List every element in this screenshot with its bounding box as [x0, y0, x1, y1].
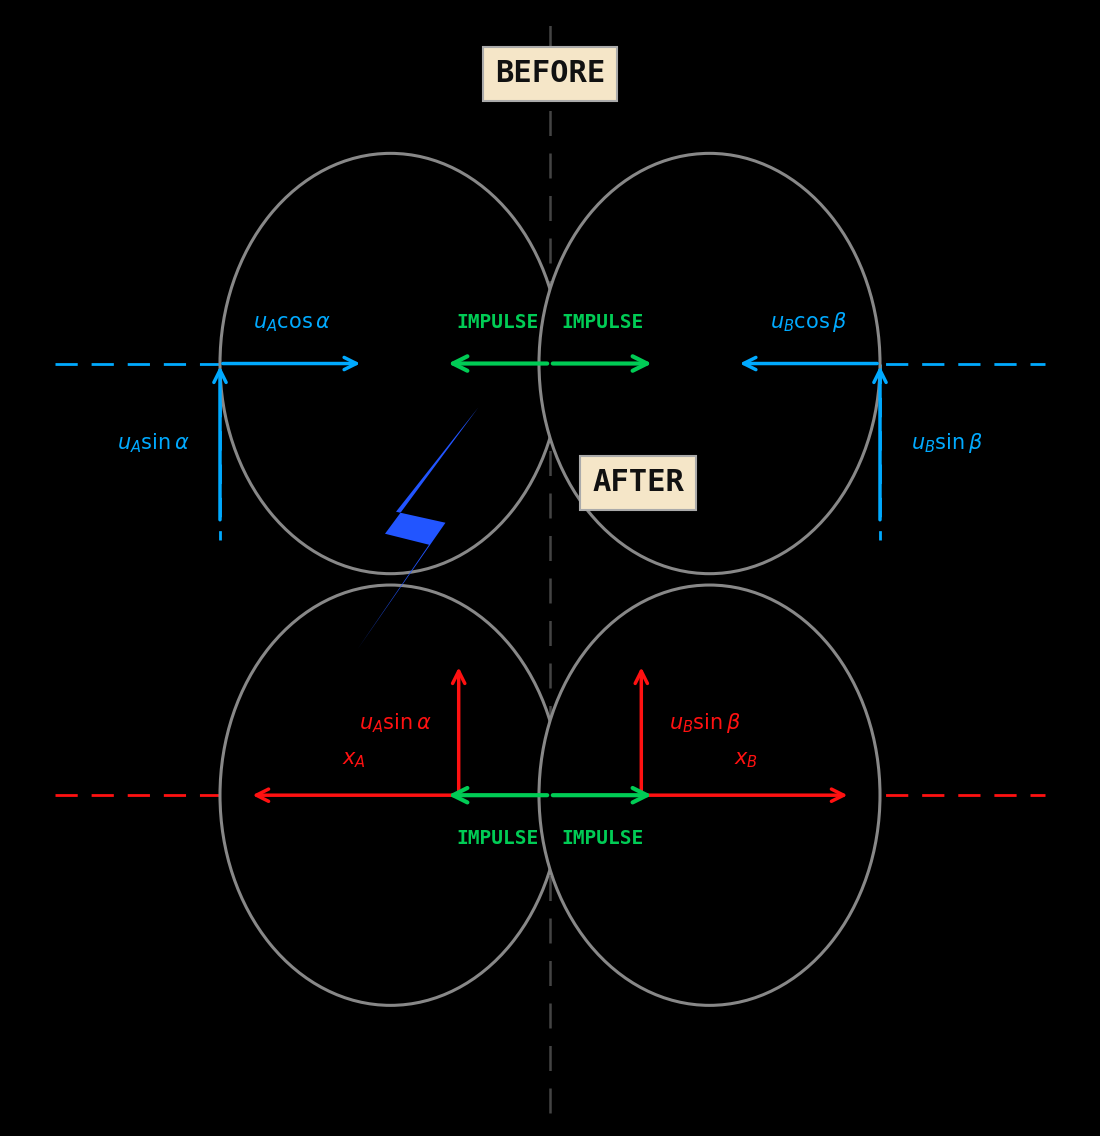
Text: IMPULSE: IMPULSE [561, 312, 644, 332]
Polygon shape [358, 407, 478, 650]
Text: $u_A\sin\alpha$: $u_A\sin\alpha$ [117, 432, 189, 454]
Text: IMPULSE: IMPULSE [561, 829, 644, 849]
Text: $x_B$: $x_B$ [734, 750, 758, 770]
Text: IMPULSE: IMPULSE [456, 312, 539, 332]
Text: $u_B\sin\beta$: $u_B\sin\beta$ [669, 711, 740, 735]
Text: BEFORE: BEFORE [495, 59, 605, 89]
Text: $u_A\cos\alpha$: $u_A\cos\alpha$ [253, 314, 330, 334]
Text: $u_B\cos\beta$: $u_B\cos\beta$ [770, 310, 847, 334]
Ellipse shape [220, 585, 561, 1005]
Ellipse shape [539, 153, 880, 574]
Ellipse shape [220, 153, 561, 574]
Text: $u_B\sin\beta$: $u_B\sin\beta$ [911, 431, 982, 456]
Text: $x_A$: $x_A$ [342, 750, 366, 770]
Text: $u_A\sin\alpha$: $u_A\sin\alpha$ [359, 711, 431, 735]
Text: AFTER: AFTER [592, 468, 684, 498]
Text: IMPULSE: IMPULSE [456, 829, 539, 849]
Ellipse shape [539, 585, 880, 1005]
